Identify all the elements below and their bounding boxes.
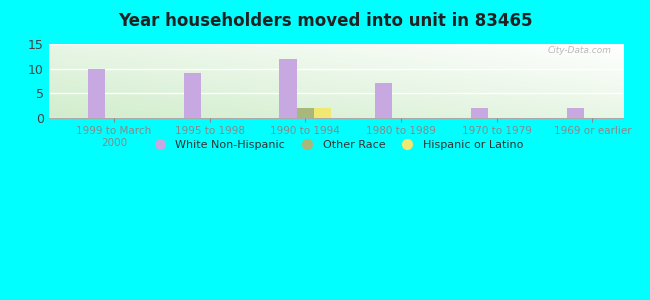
Text: Year householders moved into unit in 83465: Year householders moved into unit in 834… <box>118 12 532 30</box>
Bar <box>314 108 331 118</box>
Bar <box>280 59 296 118</box>
Bar <box>471 108 488 118</box>
Bar <box>375 83 393 118</box>
Bar <box>88 68 105 118</box>
Bar <box>296 108 314 118</box>
Bar <box>184 74 201 118</box>
Text: City-Data.com: City-Data.com <box>547 46 612 55</box>
Bar <box>567 108 584 118</box>
Legend: White Non-Hispanic, Other Race, Hispanic or Latino: White Non-Hispanic, Other Race, Hispanic… <box>144 136 528 155</box>
